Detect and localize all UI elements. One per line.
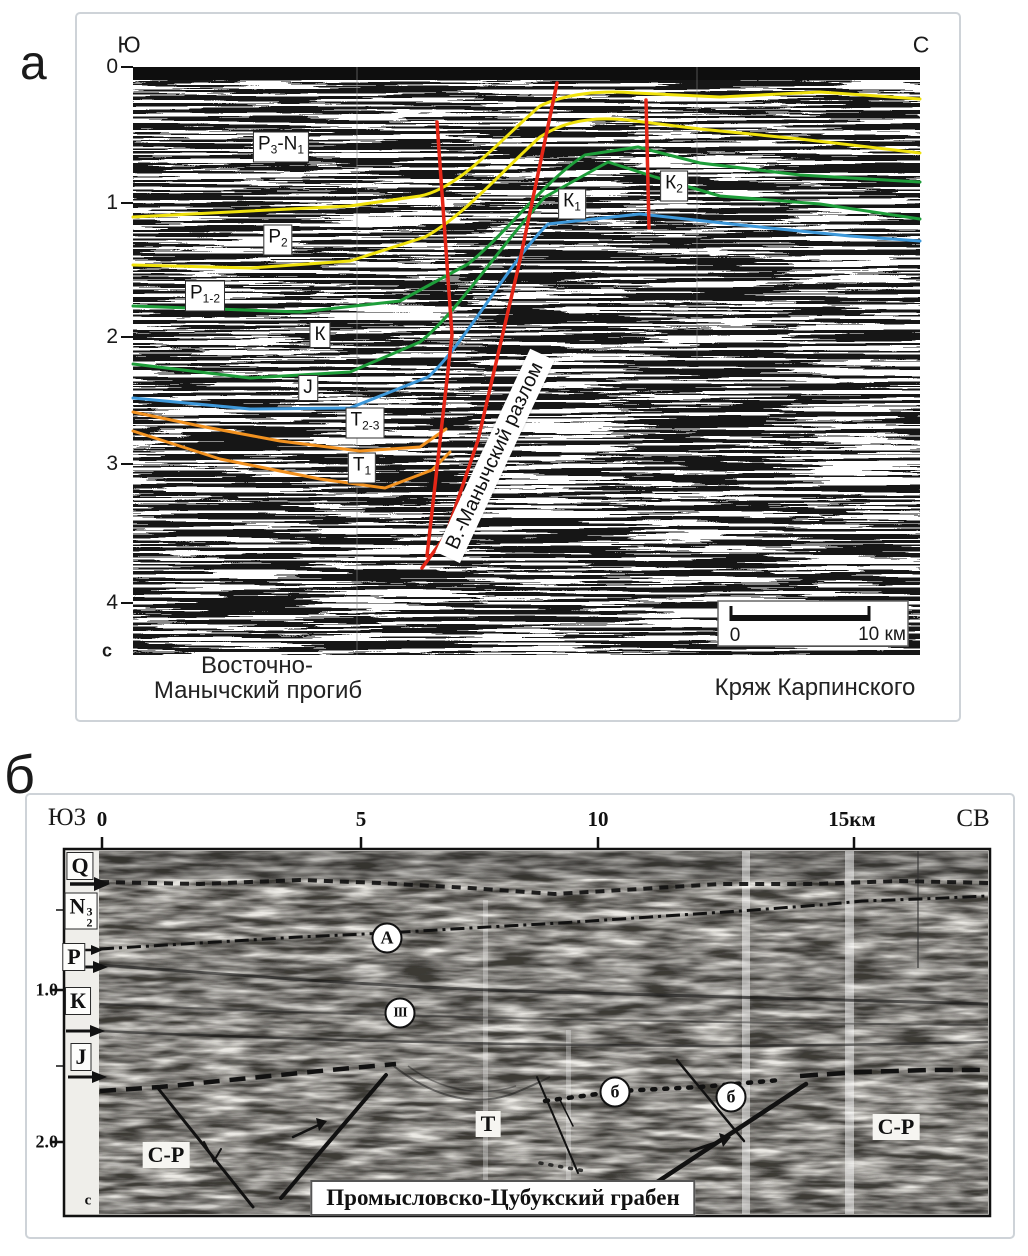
depth-axis-ticks-b <box>52 909 64 1144</box>
fault-red-west <box>425 120 454 558</box>
time-tick-label-a: 2 <box>106 325 118 348</box>
horizon-label-k: К <box>309 322 331 348</box>
horizon-label-k2: К2 <box>660 170 688 202</box>
reflector-k <box>99 1003 989 1026</box>
horizon-a-dashdot <box>99 894 989 951</box>
time-unit-a: с <box>101 640 113 661</box>
distance-tick-label-b: 15км <box>828 807 876 831</box>
fault-b-5-branch <box>559 1099 574 1127</box>
compass-southwest: ЮЗ <box>47 804 87 831</box>
circled-label-iii: III <box>384 997 416 1029</box>
distance-tick-label-b: 10 <box>587 807 609 831</box>
compass-north: С <box>912 31 930 58</box>
horizon-label-p2: Р2 <box>263 224 293 256</box>
horizon-green-lower <box>131 160 922 380</box>
time-tick-label-a: 1 <box>106 191 118 214</box>
region-label-cp-right: С-Р <box>872 1114 920 1140</box>
horizon-label-p1-2: Р1-2 <box>184 280 226 312</box>
horizon-orange-lower <box>131 429 452 490</box>
fault-b-1 <box>155 1085 255 1209</box>
blank-trace-2 <box>845 851 854 1214</box>
distance-tick-label-b: 0 <box>96 807 108 831</box>
syncline-arc-2 <box>407 1065 517 1093</box>
compass-northeast: СВ <box>956 805 990 832</box>
horizon-label-p3-n1: Р3-N1 <box>252 131 310 163</box>
region-label-t: Т <box>475 1111 501 1137</box>
time-tick-label-a: 3 <box>106 452 118 475</box>
depth-tick-label-b: 1.0 <box>35 979 59 1000</box>
circled-label-b1: б <box>599 1076 631 1108</box>
fault-b-3 <box>675 1058 746 1143</box>
horizon-label-k1: К1 <box>558 188 586 220</box>
distance-tick-label-b: 5 <box>355 807 367 831</box>
circled-label-a: А <box>371 922 403 954</box>
blank-trace-1 <box>742 851 750 1214</box>
strat-label-p: Р <box>62 943 86 971</box>
horizon-yellow-lower <box>131 117 922 270</box>
time-unit-b: с <box>84 1192 92 1209</box>
scale-bar-zero-label: 0 <box>729 625 741 646</box>
panel-b-letter: б <box>4 745 35 805</box>
time-tick-label-a: 0 <box>106 55 118 78</box>
horizon-q-base-dashed <box>99 877 989 897</box>
horizon-label-t1: Т1 <box>347 452 377 484</box>
scale-bar-distance-label: 10 км <box>858 624 906 645</box>
time-tick-label-a: 4 <box>106 591 118 614</box>
distance-axis-ticks-b <box>100 837 856 849</box>
caption-karpinsky-ridge: Кряж Карпинского <box>714 674 916 701</box>
panel-a-letter: а <box>20 37 47 90</box>
caption-east-manych-line1: Восточно- <box>201 652 313 679</box>
horizon-label-j: J <box>298 375 318 401</box>
compass-south: Ю <box>117 31 141 58</box>
region-label-cp-left: С-Р <box>142 1142 190 1168</box>
horizon-green-upper <box>131 145 922 314</box>
basement-top-dashed-right <box>799 1067 988 1079</box>
basement-top-dashed-left <box>99 1061 397 1094</box>
fault-b-2 <box>279 1073 388 1200</box>
horizon-label-t2-3: Т2-3 <box>345 407 385 439</box>
seismic-section-b <box>52 837 992 1218</box>
strat-label-k: К <box>65 987 91 1015</box>
panel-a-frame <box>75 12 961 722</box>
caption-east-manych-line2: Манычский прогиб <box>153 677 363 704</box>
strat-marker-arrows <box>66 877 110 1083</box>
fault-b-1-throw-tick <box>203 1141 222 1164</box>
section-b-border <box>62 847 992 1218</box>
depth-tick-label-b: 2.0 <box>35 1131 59 1152</box>
fault-b-4-slip-arrow <box>689 1137 729 1153</box>
seismic-section-a <box>121 66 922 655</box>
reflector-p <box>99 963 989 1006</box>
strat-label-q: Q <box>66 852 94 880</box>
dotted-minor <box>538 1161 587 1173</box>
strat-label-j: J <box>70 1043 92 1071</box>
fault-b-5 <box>536 1076 579 1174</box>
slip-arrowhead-2 <box>719 1133 731 1147</box>
slip-arrowhead-1 <box>316 1118 327 1131</box>
time-axis-ticks-a <box>121 66 133 604</box>
horizon-blue <box>131 212 922 411</box>
graben-name-label: Промысловско-Цубукский грабен <box>310 1180 696 1216</box>
horizon-yellow-upper <box>131 90 922 219</box>
horizon-orange-upper <box>131 410 448 453</box>
circled-label-b2: б <box>715 1081 747 1113</box>
fault-red-east <box>644 98 651 230</box>
scale-bar <box>717 600 909 647</box>
reflector-j <box>99 1029 989 1048</box>
panel-b-frame <box>25 793 1015 1239</box>
